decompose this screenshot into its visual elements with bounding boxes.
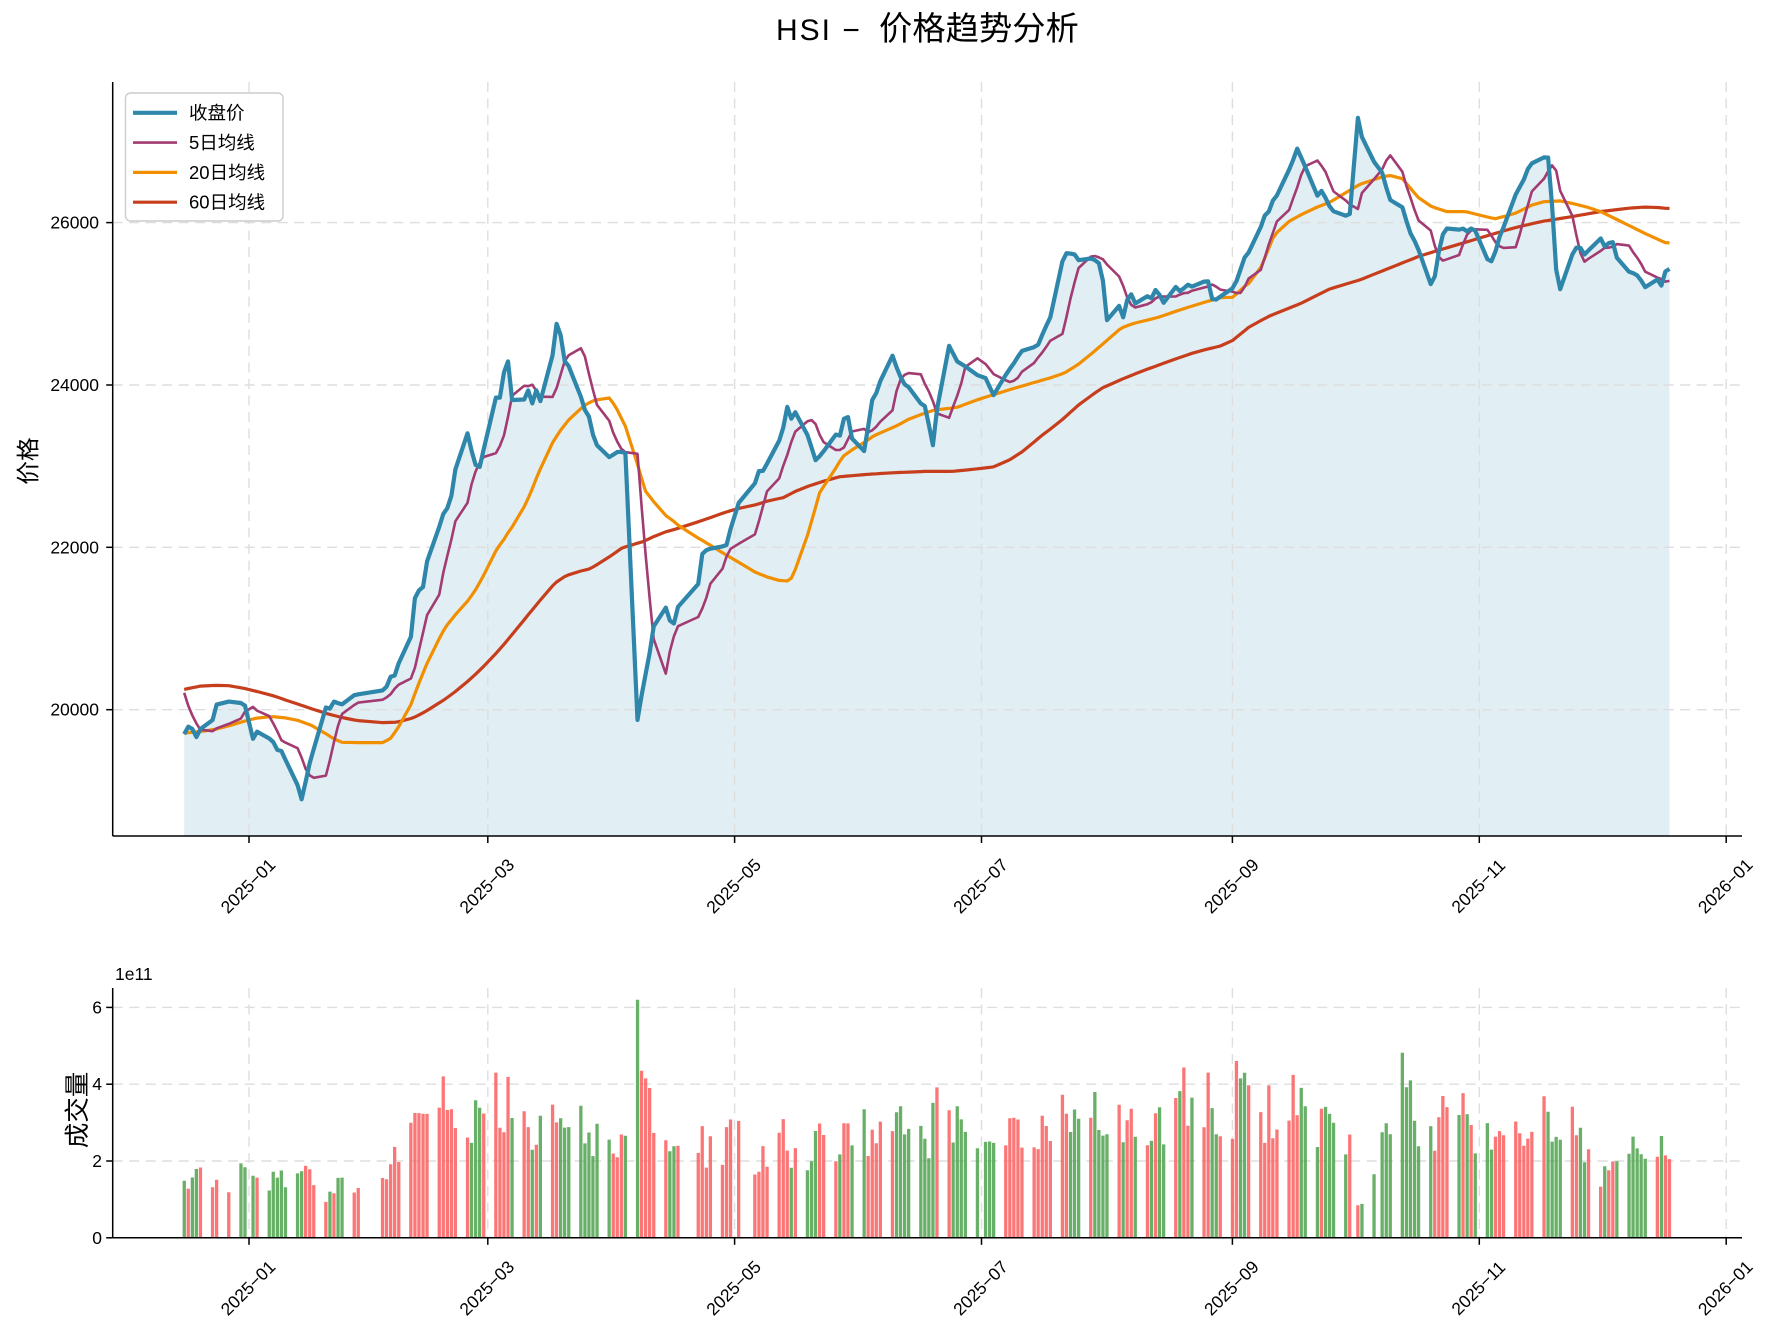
svg-text:60: 60 [189, 192, 210, 213]
svg-text:5: 5 [189, 132, 199, 153]
svg-text:HSI −: HSI − [776, 14, 862, 47]
svg-text:26000: 26000 [50, 213, 99, 233]
svg-text:22000: 22000 [50, 537, 99, 557]
svg-text:4: 4 [92, 1074, 102, 1094]
svg-text:20: 20 [189, 162, 210, 183]
svg-text:24000: 24000 [50, 375, 99, 395]
svg-text:0: 0 [92, 1228, 102, 1248]
svg-text:6: 6 [92, 997, 102, 1017]
svg-text:2: 2 [92, 1151, 102, 1171]
svg-text:20000: 20000 [50, 700, 99, 720]
svg-text:1e11: 1e11 [115, 964, 153, 984]
